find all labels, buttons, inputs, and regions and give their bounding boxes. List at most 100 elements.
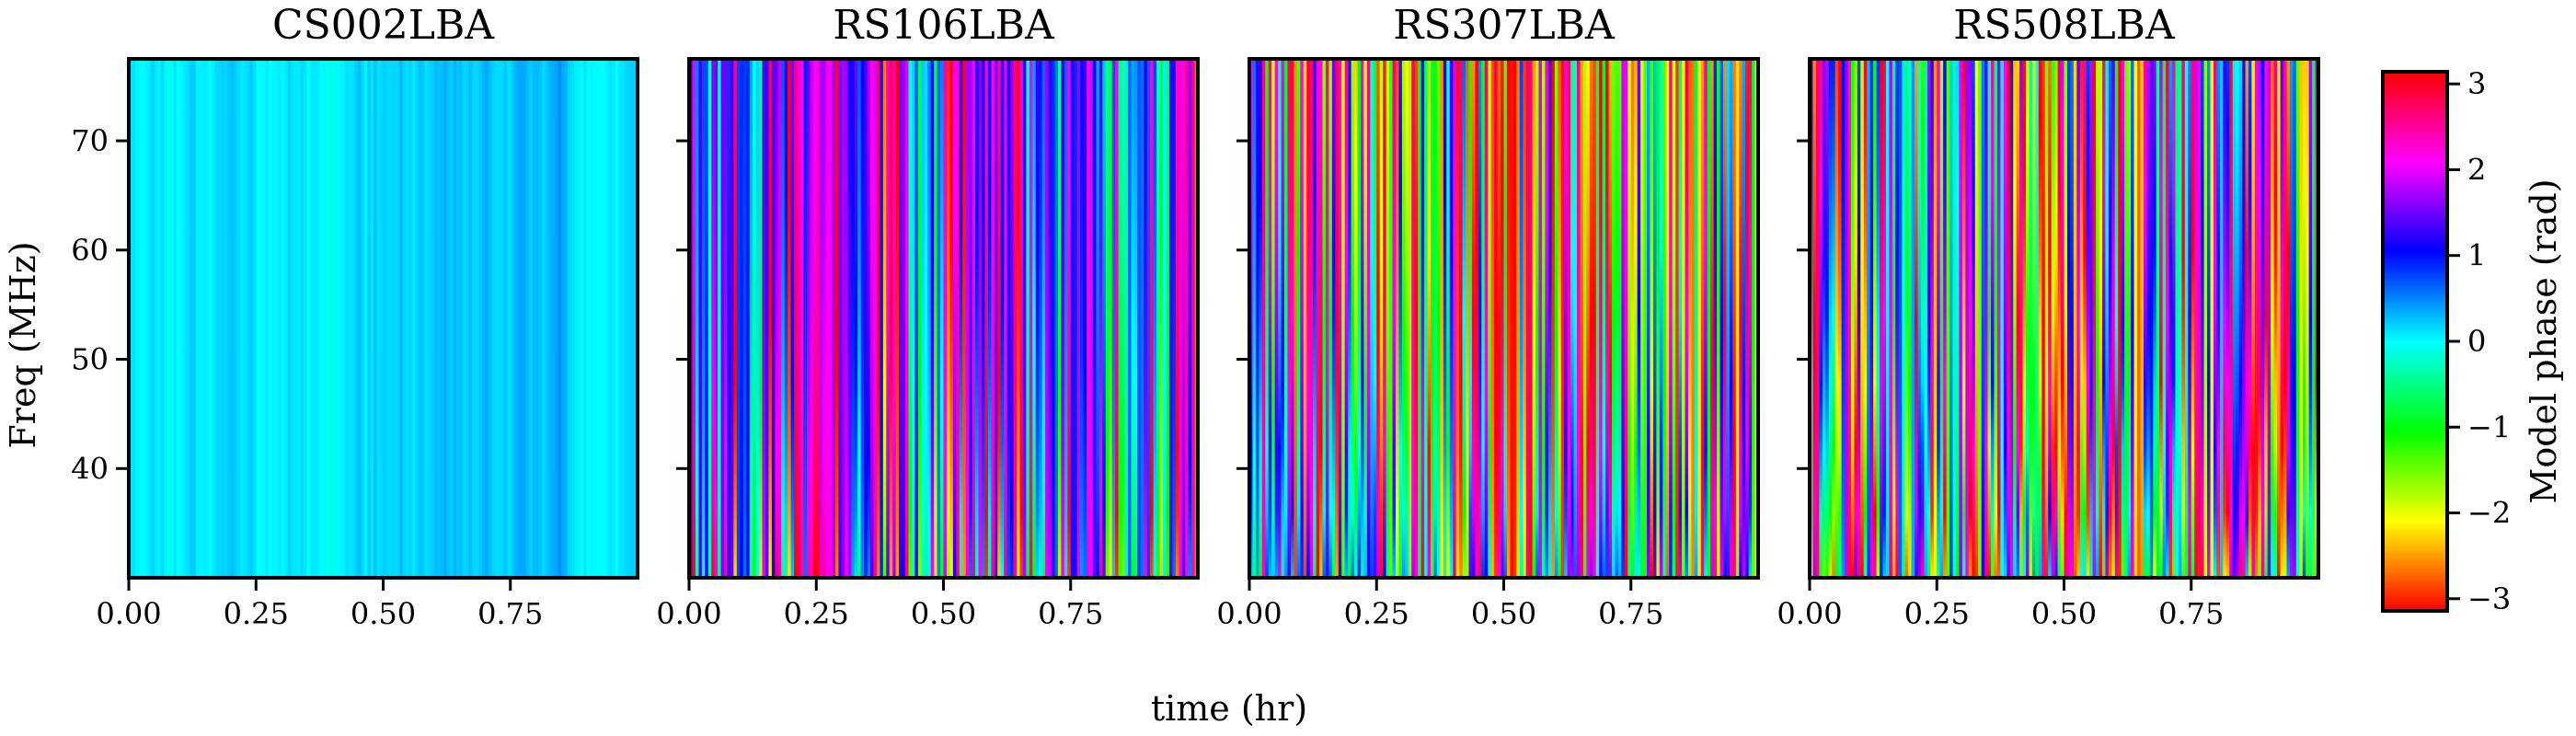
heatmap-column: [1395, 59, 1400, 578]
heatmap-column: [806, 59, 811, 578]
heatmap-column: [1290, 59, 1295, 578]
panel-cs002lba: CS002LBA 0.00 0.25 0.50 0.75 40 50 60 70: [71, 2, 639, 631]
heatmap-column: [424, 59, 429, 578]
heatmap-column: [946, 59, 951, 578]
x-tick-label: 0.00: [96, 596, 161, 631]
heatmap-column: [810, 59, 814, 578]
heatmap-column: [2159, 59, 2164, 578]
heatmap-column: [902, 59, 906, 578]
heatmap-column: [2229, 59, 2234, 578]
heatmap-column: [402, 59, 407, 578]
heatmap-column: [1127, 59, 1133, 578]
heatmap-column: [838, 59, 843, 578]
heatmap-column: [1586, 59, 1591, 578]
heatmap-column: [475, 59, 479, 578]
heatmap-column: [2009, 59, 2014, 578]
heatmap-column: [1252, 59, 1257, 578]
heatmap-column: [1924, 59, 1928, 578]
heatmap-column: [383, 59, 387, 578]
heatmap-column: [1656, 59, 1661, 578]
heatmap-column: [1602, 59, 1606, 578]
heatmap-column: [1153, 59, 1157, 578]
heatmap-column: [924, 59, 929, 578]
heatmap-column: [1687, 59, 1693, 578]
heatmap-column: [740, 59, 744, 578]
heatmap-column: [1624, 59, 1629, 578]
heatmap-column: [707, 59, 712, 578]
heatmap-column: [497, 59, 502, 578]
heatmap-column: [2048, 59, 2053, 578]
heatmap-column: [214, 59, 219, 578]
heatmap-column: [2306, 59, 2310, 578]
heatmap-column: [1281, 59, 1285, 578]
heatmap-column: [755, 59, 760, 578]
heatmap-column: [230, 59, 235, 578]
heatmap-column: [332, 59, 337, 578]
heatmap-column: [243, 59, 247, 578]
heatmap-column: [627, 59, 632, 578]
heatmap-column: [1092, 59, 1098, 578]
heatmap-column: [491, 59, 496, 578]
heatmap-column: [1354, 59, 1359, 578]
heatmap-column: [199, 59, 203, 578]
heatmap-column: [389, 59, 394, 578]
heatmap-column: [1564, 59, 1569, 578]
heatmap-column: [1089, 59, 1094, 578]
heatmap-column: [1039, 59, 1043, 578]
heatmap-column: [513, 59, 518, 578]
heatmap-column: [2041, 59, 2046, 578]
heatmap-column: [1146, 59, 1151, 578]
heatmap-column: [1379, 59, 1384, 578]
heatmap-column: [927, 59, 932, 578]
heatmap-column: [411, 59, 416, 578]
heatmap-column: [313, 59, 317, 578]
heatmap-column: [1873, 59, 1878, 578]
heatmap-column: [705, 59, 709, 578]
heatmap-column: [2133, 59, 2138, 578]
heatmap-column: [157, 59, 162, 578]
heatmap-column: [1845, 59, 1849, 578]
heatmap-column: [1895, 59, 1900, 578]
heatmap-column: [889, 59, 893, 578]
heatmap-column: [2156, 59, 2160, 578]
heatmap-column: [1880, 59, 1884, 578]
heatmap-column: [259, 59, 263, 578]
heatmap-column: [1300, 59, 1305, 578]
heatmap-column: [211, 59, 216, 578]
heatmap-column: [997, 59, 1002, 578]
heatmap-column: [265, 59, 270, 578]
heatmap-column: [1150, 59, 1155, 578]
heatmap-column: [1405, 59, 1409, 578]
heatmap-column: [1265, 59, 1270, 578]
heatmap-column: [794, 59, 799, 578]
heatmap-column: [363, 59, 369, 578]
heatmap-column: [1691, 59, 1696, 578]
heatmap-column: [1468, 59, 1473, 578]
heatmap-column: [2026, 59, 2030, 578]
heatmap-column: [2099, 59, 2103, 578]
heatmap-column: [433, 59, 439, 578]
heatmap-column: [1523, 59, 1527, 578]
heatmap-column: [577, 59, 581, 578]
heatmap-column: [2073, 59, 2078, 578]
colorbar: 3 2 1 0 −1 −2 −3 Model phase (rad): [2381, 66, 2564, 616]
heatmap-column: [1105, 59, 1110, 578]
heatmap-column: [2280, 59, 2284, 578]
heatmap-column: [711, 59, 716, 578]
heatmap-column: [2248, 59, 2253, 578]
heatmap-column: [1144, 59, 1148, 578]
colorbar-label: Model phase (rad): [2524, 178, 2564, 503]
heatmap-column: [1392, 59, 1397, 578]
heatmap-column: [440, 59, 444, 578]
heatmap-column: [1697, 59, 1702, 578]
heatmap-column: [749, 59, 753, 578]
heatmap-column: [1617, 59, 1623, 578]
heatmap-column: [2260, 59, 2266, 578]
heatmap-column: [895, 59, 900, 578]
heatmap-column: [297, 59, 302, 578]
heatmap-column: [523, 59, 527, 578]
heatmap-column: [727, 59, 731, 578]
heatmap-column: [1876, 59, 1880, 578]
heatmap-column: [310, 59, 315, 578]
